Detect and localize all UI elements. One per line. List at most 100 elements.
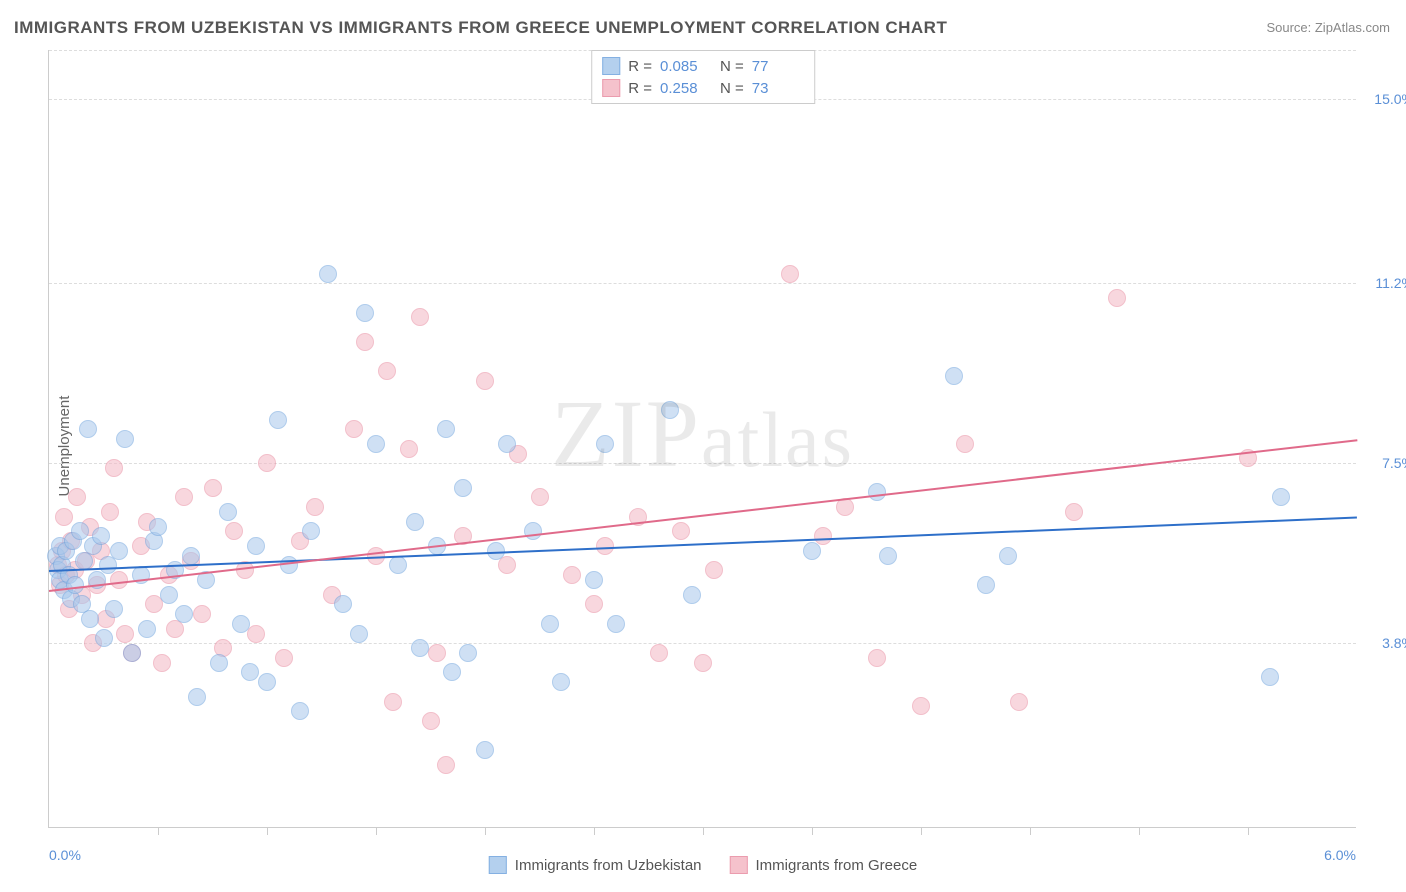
- data-point-uzbekistan: [596, 435, 614, 453]
- y-tick-label: 15.0%: [1374, 91, 1406, 107]
- x-tick: [376, 827, 377, 835]
- trend-line-greece: [49, 439, 1357, 592]
- chart-title: IMMIGRANTS FROM UZBEKISTAN VS IMMIGRANTS…: [14, 18, 947, 38]
- data-point-uzbekistan: [79, 420, 97, 438]
- data-point-uzbekistan: [66, 576, 84, 594]
- data-point-greece: [225, 522, 243, 540]
- data-point-greece: [498, 556, 516, 574]
- data-point-uzbekistan: [683, 586, 701, 604]
- data-point-greece: [912, 697, 930, 715]
- data-point-greece: [411, 308, 429, 326]
- data-point-greece: [563, 566, 581, 584]
- data-point-greece: [116, 625, 134, 643]
- data-point-greece: [153, 654, 171, 672]
- data-point-uzbekistan: [182, 547, 200, 565]
- x-tick: [267, 827, 268, 835]
- data-point-greece: [694, 654, 712, 672]
- data-point-uzbekistan: [459, 644, 477, 662]
- legend-label-uzbekistan: Immigrants from Uzbekistan: [515, 857, 702, 874]
- data-point-uzbekistan: [945, 367, 963, 385]
- data-point-uzbekistan: [188, 688, 206, 706]
- data-point-greece: [110, 571, 128, 589]
- data-point-greece: [204, 479, 222, 497]
- data-point-uzbekistan: [803, 542, 821, 560]
- correlation-legend: R = 0.085 N = 77 R = 0.258 N = 73: [591, 50, 815, 104]
- data-point-greece: [275, 649, 293, 667]
- data-point-uzbekistan: [406, 513, 424, 531]
- data-point-uzbekistan: [367, 435, 385, 453]
- data-point-greece: [596, 537, 614, 555]
- data-point-uzbekistan: [443, 663, 461, 681]
- data-point-greece: [422, 712, 440, 730]
- x-tick: [921, 827, 922, 835]
- gridline: [49, 283, 1356, 284]
- data-point-greece: [306, 498, 324, 516]
- r-value-greece: 0.258: [660, 80, 712, 97]
- data-point-uzbekistan: [607, 615, 625, 633]
- data-point-greece: [101, 503, 119, 521]
- x-tick: [703, 827, 704, 835]
- data-point-greece: [105, 459, 123, 477]
- swatch-uzbekistan: [602, 57, 620, 75]
- data-point-uzbekistan: [999, 547, 1017, 565]
- data-point-uzbekistan: [389, 556, 407, 574]
- x-min-label: 0.0%: [49, 847, 81, 863]
- r-value-uzbekistan: 0.085: [660, 58, 712, 75]
- data-point-greece: [68, 488, 86, 506]
- data-point-uzbekistan: [92, 527, 110, 545]
- data-point-uzbekistan: [241, 663, 259, 681]
- data-point-uzbekistan: [498, 435, 516, 453]
- data-point-uzbekistan: [977, 576, 995, 594]
- data-point-uzbekistan: [291, 702, 309, 720]
- data-point-greece: [247, 625, 265, 643]
- x-tick: [1139, 827, 1140, 835]
- data-point-greece: [1108, 289, 1126, 307]
- data-point-greece: [1010, 693, 1028, 711]
- x-tick: [812, 827, 813, 835]
- data-point-uzbekistan: [95, 629, 113, 647]
- plot-area: ZIPatlas 3.8%7.5%11.2%15.0%0.0%6.0%: [48, 50, 1356, 828]
- data-point-uzbekistan: [71, 522, 89, 540]
- data-point-uzbekistan: [105, 600, 123, 618]
- data-point-greece: [258, 454, 276, 472]
- data-point-uzbekistan: [454, 479, 472, 497]
- data-point-uzbekistan: [661, 401, 679, 419]
- data-point-greece: [400, 440, 418, 458]
- data-point-uzbekistan: [350, 625, 368, 643]
- swatch-greece: [730, 856, 748, 874]
- data-point-uzbekistan: [81, 610, 99, 628]
- data-point-uzbekistan: [219, 503, 237, 521]
- x-tick: [485, 827, 486, 835]
- legend-row-uzbekistan: R = 0.085 N = 77: [602, 55, 804, 77]
- legend-row-greece: R = 0.258 N = 73: [602, 77, 804, 99]
- data-point-greece: [868, 649, 886, 667]
- n-label: N =: [720, 80, 744, 97]
- x-tick: [594, 827, 595, 835]
- data-point-greece: [193, 605, 211, 623]
- n-label: N =: [720, 58, 744, 75]
- data-point-uzbekistan: [123, 644, 141, 662]
- data-point-greece: [531, 488, 549, 506]
- data-point-greece: [672, 522, 690, 540]
- data-point-uzbekistan: [175, 605, 193, 623]
- data-point-uzbekistan: [269, 411, 287, 429]
- data-point-uzbekistan: [334, 595, 352, 613]
- trend-line-uzbekistan: [49, 517, 1357, 572]
- data-point-uzbekistan: [868, 483, 886, 501]
- data-point-uzbekistan: [247, 537, 265, 555]
- legend-label-greece: Immigrants from Greece: [756, 857, 918, 874]
- data-point-greece: [384, 693, 402, 711]
- n-value-uzbekistan: 77: [752, 58, 804, 75]
- watermark: ZIPatlas: [551, 377, 854, 488]
- r-label: R =: [628, 80, 652, 97]
- data-point-uzbekistan: [138, 620, 156, 638]
- gridline: [49, 643, 1356, 644]
- data-point-uzbekistan: [160, 586, 178, 604]
- data-point-uzbekistan: [210, 654, 228, 672]
- y-tick-label: 7.5%: [1382, 455, 1406, 471]
- data-point-uzbekistan: [110, 542, 128, 560]
- data-point-greece: [356, 333, 374, 351]
- y-tick-label: 11.2%: [1375, 275, 1406, 291]
- data-point-uzbekistan: [319, 265, 337, 283]
- data-point-uzbekistan: [879, 547, 897, 565]
